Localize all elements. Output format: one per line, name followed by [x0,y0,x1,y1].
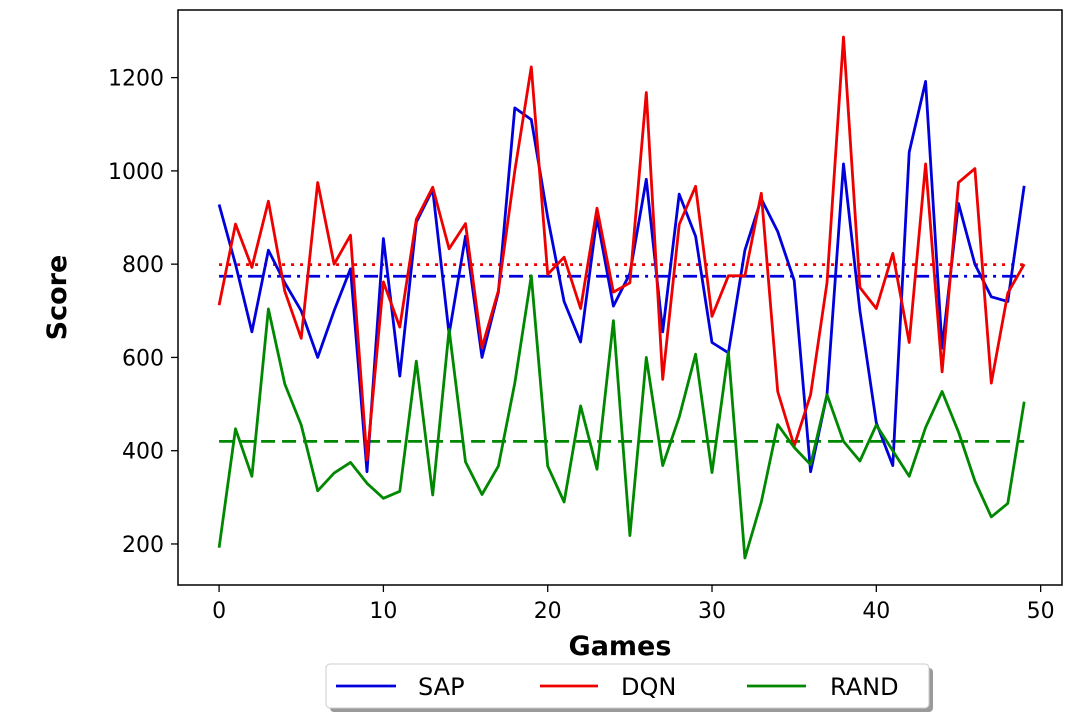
x-tick-label: 0 [212,599,226,624]
y-tick-label: 200 [122,533,164,558]
y-tick-label: 400 [122,440,164,465]
y-tick-label: 1200 [108,67,164,92]
y-tick-label: 800 [122,253,164,278]
legend-label-rand: RAND [830,673,899,701]
x-tick-label: 10 [369,599,397,624]
series-line-sap [217,80,1026,474]
x-axis-label: Games [569,631,672,662]
x-tick-label: 40 [862,599,890,624]
x-tick-label: 50 [1027,599,1055,624]
x-tick-label: 20 [534,599,562,624]
legend-label-sap: SAP [418,673,465,701]
legend: SAP DQN RAND [325,663,933,712]
x-axis: 0 10 20 30 40 50 [212,585,1055,624]
y-axis-label: Score [42,255,73,341]
x-tick-label: 30 [698,599,726,624]
plot-area [177,9,1063,586]
y-tick-label: 1000 [108,160,164,185]
y-tick-label: 600 [122,346,164,371]
series-line-dqn [217,35,1026,462]
plot-frame [177,9,1063,586]
legend-box [325,663,930,709]
y-axis: 200 400 600 800 1000 1200 [108,67,178,558]
legend-label-dqn: DQN [621,673,676,701]
series-line-rand [217,274,1026,560]
series-lines [217,35,1026,560]
